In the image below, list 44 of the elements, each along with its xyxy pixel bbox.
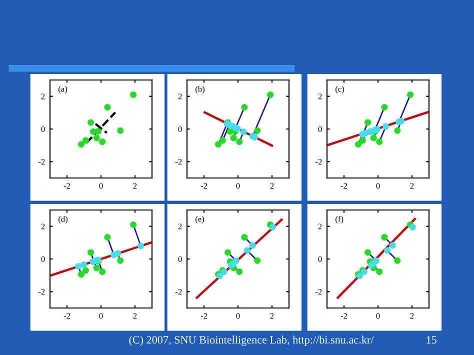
x-tick-label: -2 [340, 183, 348, 189]
x-tick-label: 2 [410, 183, 414, 189]
x-tick-label: -2 [200, 183, 208, 189]
y-tick-label: -2 [176, 159, 182, 165]
x-tick-label: 2 [270, 183, 274, 189]
y-tick-label: 0 [178, 126, 182, 132]
x-tick-label: -2 [200, 313, 208, 319]
x-tick-label: 2 [133, 313, 137, 319]
y-tick-label: -2 [316, 289, 322, 295]
x-tick-label: -2 [64, 313, 70, 319]
x-tick-label: 0 [376, 313, 380, 319]
y-tick-label: 0 [178, 256, 182, 262]
y-tick-label: 2 [41, 94, 45, 100]
x-tick-label: 0 [99, 183, 103, 189]
x-tick-label: -2 [340, 313, 348, 319]
y-tick-label: 2 [318, 224, 322, 230]
y-tick-label: 0 [318, 126, 322, 132]
text: (C) 2007, SNU Biointelligence Lab, http://bi.snu.ac.kr/ [129, 336, 374, 346]
text: 15 [426, 336, 436, 344]
annotation: (f) [336, 216, 344, 224]
y-tick-label: 0 [41, 126, 45, 132]
annotation: (e) [196, 216, 204, 224]
y-tick-label: -2 [38, 159, 45, 165]
y-tick-label: -2 [176, 289, 182, 295]
annotation: (b) [196, 86, 205, 94]
annotation: (a) [58, 86, 68, 94]
annotation: (d) [58, 216, 68, 224]
y-tick-label: 0 [41, 256, 45, 262]
y-tick-label: 2 [318, 94, 322, 100]
y-tick-label: 2 [178, 224, 182, 230]
annotation: (c) [336, 86, 344, 94]
x-tick-label: 2 [410, 313, 414, 319]
x-tick-label: 0 [236, 183, 240, 189]
x-tick-label: 2 [270, 313, 274, 319]
y-tick-label: -2 [316, 159, 322, 165]
y-tick-label: 2 [41, 224, 45, 230]
y-tick-label: -2 [38, 289, 45, 295]
y-tick-label: 0 [318, 256, 322, 262]
x-tick-label: 0 [99, 313, 103, 319]
x-tick-label: 0 [236, 313, 240, 319]
x-tick-label: 2 [133, 183, 137, 189]
y-tick-label: 2 [178, 94, 182, 100]
x-tick-label: -2 [64, 183, 70, 189]
x-tick-label: 0 [376, 183, 380, 189]
